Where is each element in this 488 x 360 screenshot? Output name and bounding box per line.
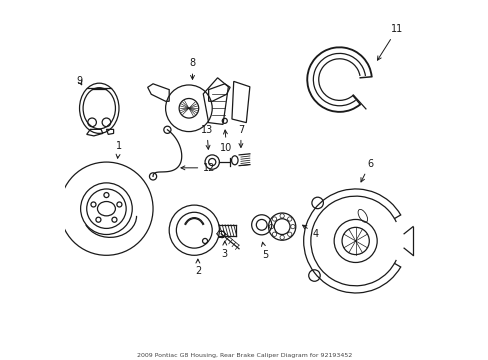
Text: 4: 4 [302,225,318,239]
Text: 8: 8 [189,58,195,79]
Text: 1: 1 [116,141,122,158]
Text: 3: 3 [221,241,227,258]
Text: 13: 13 [200,125,213,149]
Text: 2009 Pontiac G8 Housing, Rear Brake Caliper Diagram for 92193452: 2009 Pontiac G8 Housing, Rear Brake Cali… [137,352,351,357]
Text: 9: 9 [76,76,82,86]
Text: 7: 7 [237,125,244,148]
Text: 10: 10 [220,130,232,153]
Text: 5: 5 [261,242,268,260]
Text: 12: 12 [181,163,215,173]
Text: 6: 6 [360,159,372,182]
Text: 11: 11 [377,24,402,60]
Text: 2: 2 [194,259,201,276]
